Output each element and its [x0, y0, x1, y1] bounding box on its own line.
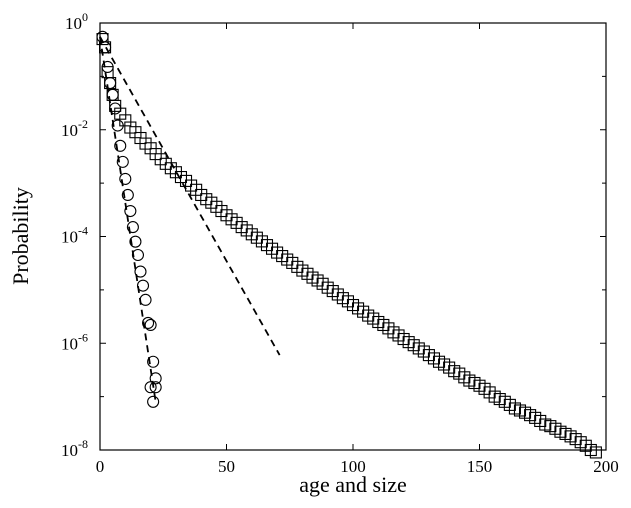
- circle-point: [129, 235, 142, 248]
- circle-point: [104, 76, 117, 90]
- y-tick-label: 100: [65, 10, 88, 33]
- x-tick-label: 0: [96, 457, 105, 476]
- circle-point: [99, 41, 112, 54]
- ticks: [99, 22, 607, 451]
- data-marks: [96, 30, 602, 459]
- y-axis-title: Probability: [8, 187, 33, 285]
- x-tick-label: 50: [218, 457, 235, 476]
- square-point: [104, 76, 117, 90]
- circle-point: [149, 381, 162, 394]
- circle-point: [142, 316, 155, 330]
- y-tick-label: 10-2: [61, 117, 88, 140]
- tick-labels: 0 50 100 150 200 100 10-2 10-4 10-6 10-8: [61, 10, 619, 476]
- circle-point: [144, 318, 157, 332]
- x-axis-title: age and size: [299, 472, 407, 497]
- circle-point: [126, 221, 139, 234]
- square-point: [99, 41, 112, 54]
- circle-point: [147, 355, 160, 368]
- plot-frame: [99, 22, 607, 451]
- x-tick-label: 200: [593, 457, 619, 476]
- circle-point: [114, 139, 127, 152]
- circle-point: [119, 172, 132, 185]
- circle-point: [136, 279, 150, 292]
- square-point: [96, 33, 109, 46]
- circle-point: [147, 395, 160, 408]
- circle-point: [131, 248, 144, 262]
- y-tick-label: 10-4: [61, 224, 88, 247]
- circle-point: [144, 381, 157, 394]
- y-tick-label: 10-6: [61, 330, 88, 353]
- circle-point: [124, 204, 137, 218]
- fit-line: [99, 36, 281, 356]
- x-tick-label: 150: [467, 457, 493, 476]
- y-tick-label: 10-8: [61, 437, 88, 460]
- circle-point: [134, 265, 147, 278]
- circle-point: [121, 188, 134, 202]
- x-tick-label: 100: [340, 457, 366, 476]
- circle-point: [116, 155, 129, 168]
- circle-point: [106, 88, 119, 101]
- square-point: [589, 446, 602, 459]
- circle-point: [139, 293, 152, 306]
- fit-lines: [99, 36, 281, 402]
- circle-point: [149, 372, 162, 385]
- fit-line: [99, 36, 157, 402]
